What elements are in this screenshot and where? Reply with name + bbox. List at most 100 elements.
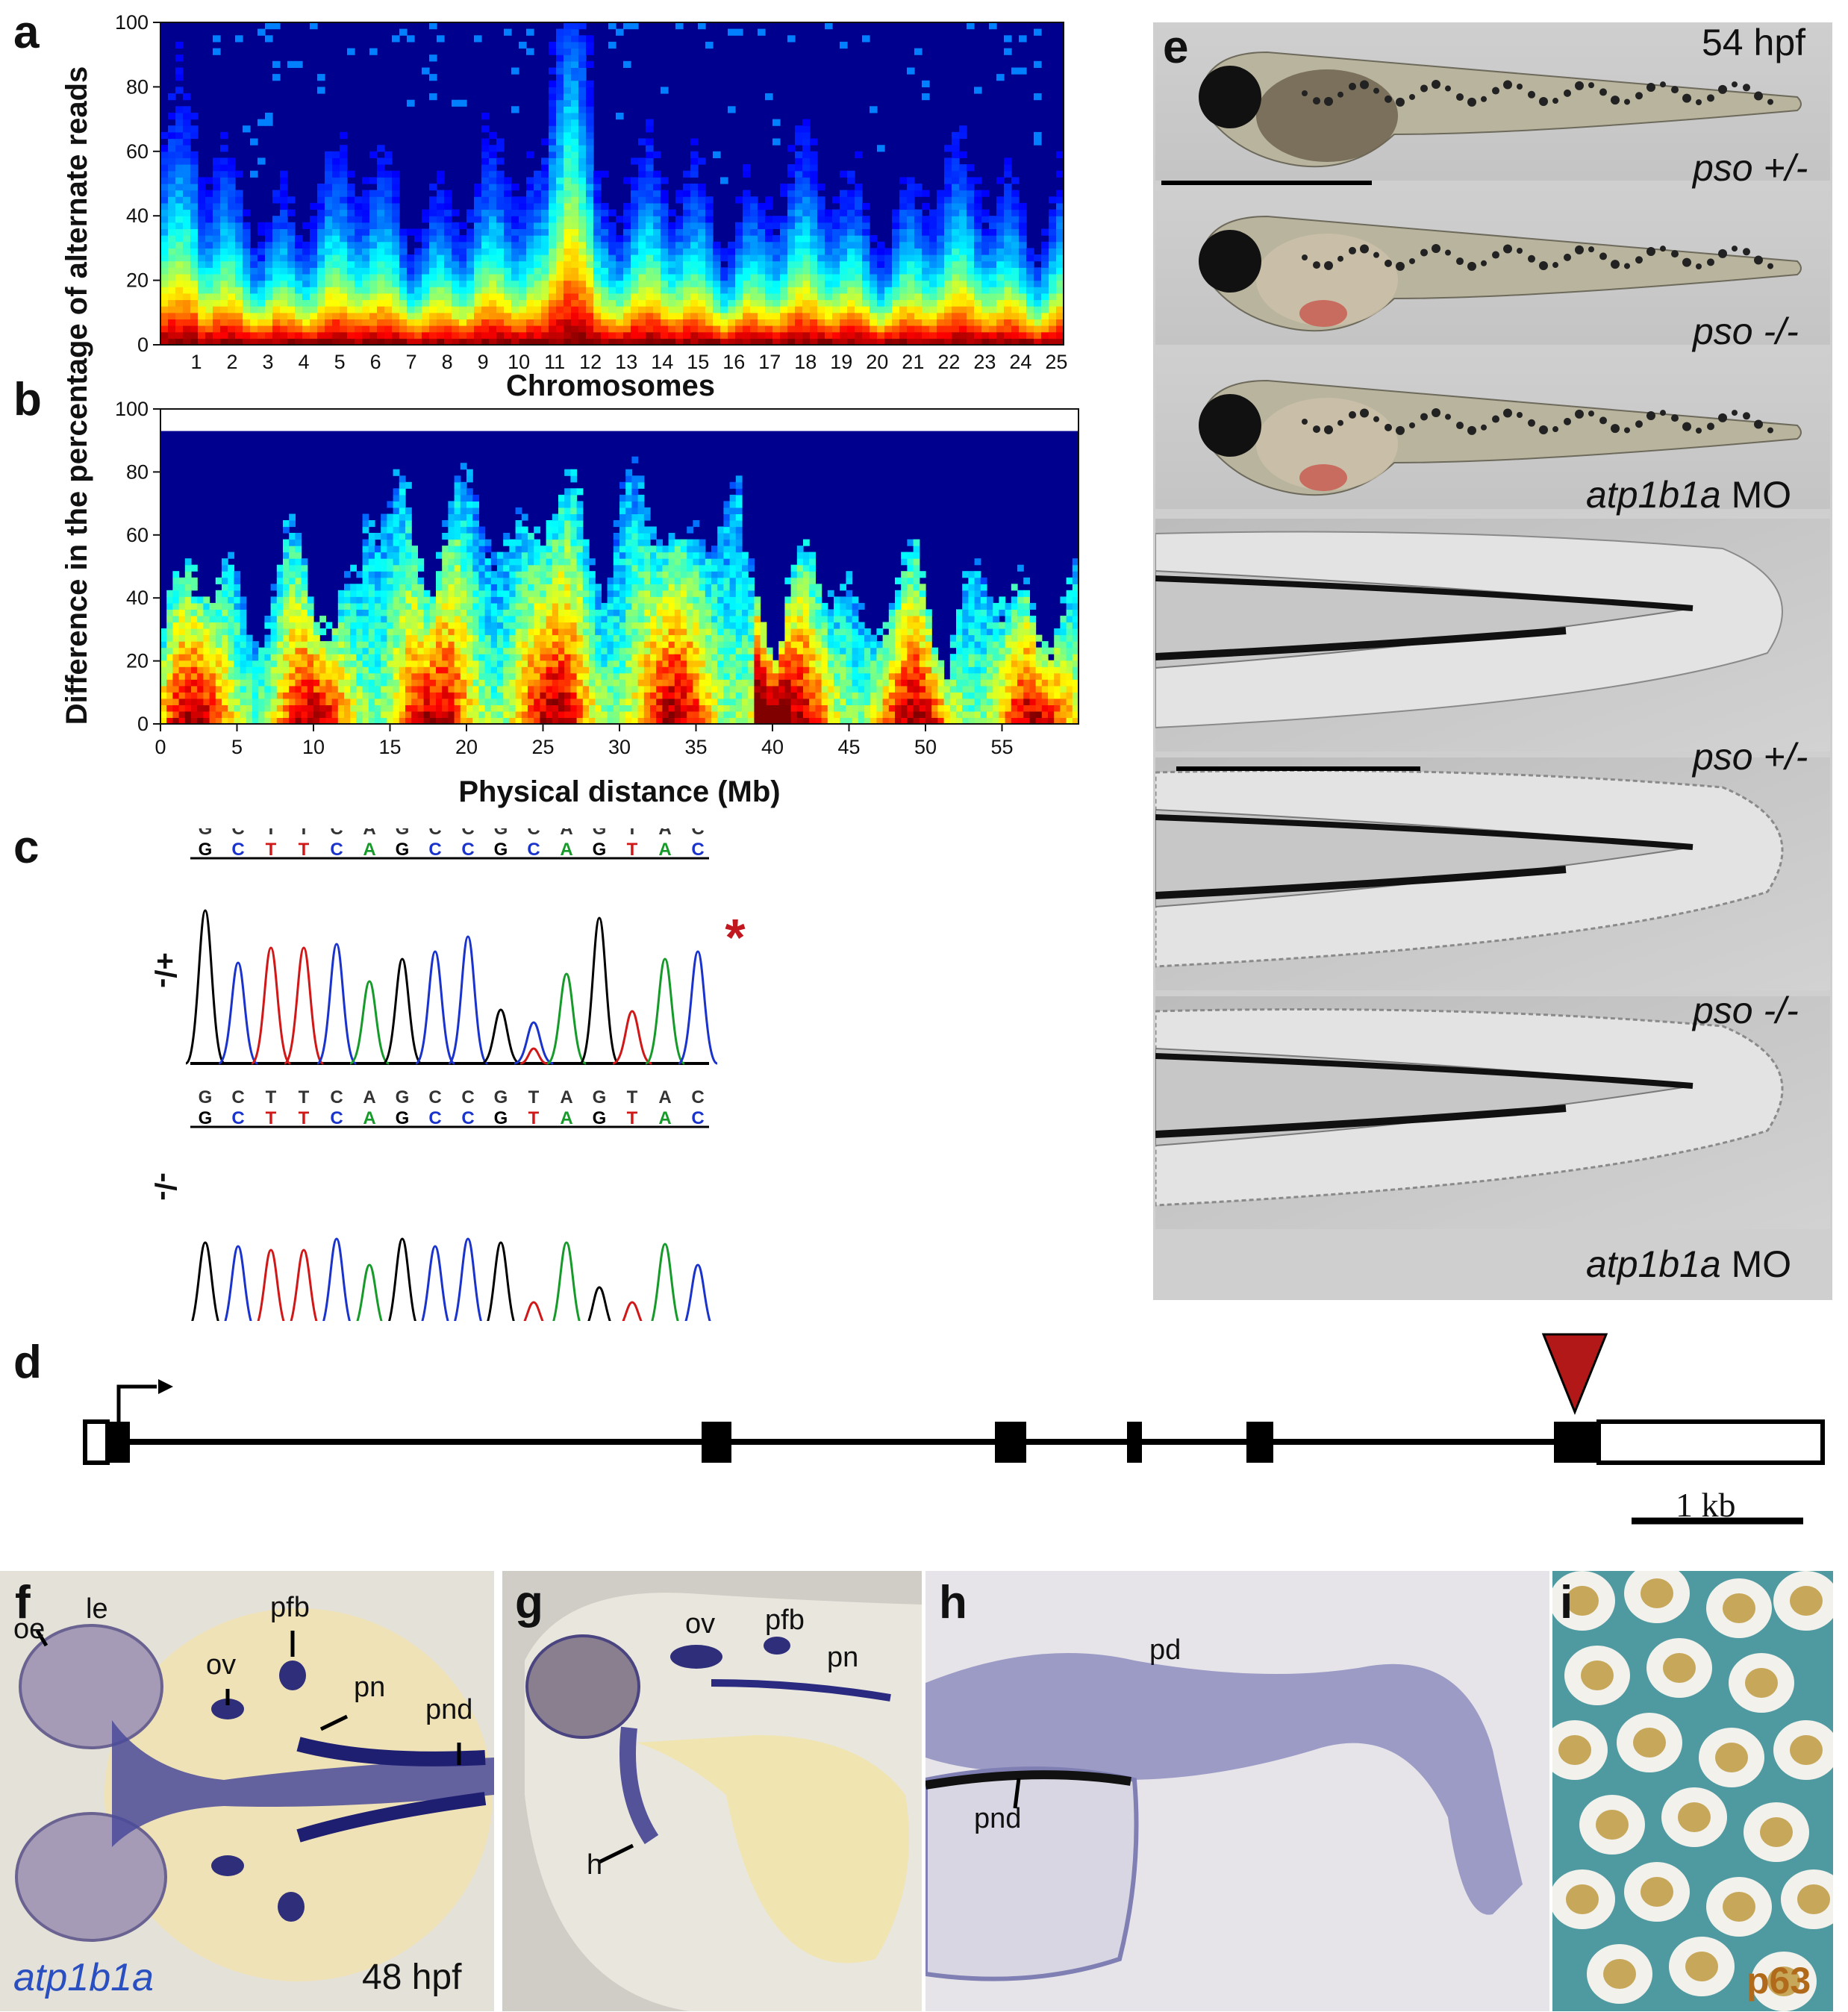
heatmap-a-cell: [631, 190, 639, 197]
heatmap-a-cell: [795, 202, 803, 210]
heatmap-a-cell: [549, 293, 557, 301]
heatmap-b-cell: [454, 685, 461, 693]
heatmap-a-cell: [190, 331, 199, 339]
heatmap-a-cell: [243, 222, 251, 229]
heatmap-a-cell: [1056, 170, 1064, 178]
heatmap-b-cell: [460, 488, 467, 496]
heatmap-a-cell: [690, 151, 699, 158]
heatmap-a-cell: [511, 331, 519, 339]
heatmap-a-cell: [213, 331, 221, 339]
heatmap-b-cell: [509, 666, 516, 674]
heatmap-b-cell: [258, 679, 265, 687]
heatmap-a-cell: [317, 254, 325, 262]
heatmap-a-cell: [929, 235, 937, 243]
heatmap-a-cell: [496, 170, 505, 178]
heatmap-b-cell: [528, 647, 534, 654]
heatmap-b-cell: [503, 704, 510, 712]
heatmap-b-cell: [381, 672, 387, 680]
heatmap-a-cell: [571, 119, 579, 126]
heatmap-b-cell: [319, 672, 326, 680]
heatmap-b-cell: [411, 704, 418, 712]
heatmap-a-cell: [653, 190, 661, 197]
heatmap-a-cell: [981, 254, 990, 262]
heatmap-a-cell: [1056, 190, 1064, 197]
heatmap-a-cell: [287, 293, 296, 301]
heatmap-a-cell: [399, 274, 408, 281]
heatmap-a-cell: [1011, 190, 1020, 197]
heatmap-b-cell: [356, 685, 363, 693]
heatmap-a-cell: [257, 274, 266, 281]
heatmap-a-cell: [280, 235, 288, 243]
heatmap-b-cell: [246, 717, 253, 725]
heatmap-b-cell: [222, 679, 228, 687]
heatmap-a-cell: [586, 312, 594, 319]
heatmap-a-cell: [877, 293, 885, 301]
heatmap-a-cell: [601, 280, 609, 287]
heatmap-a-cell: [1011, 202, 1020, 210]
heatmap-a-cell: [228, 228, 236, 236]
heatmap-a-cell: [377, 319, 385, 326]
heatmap-a-cell: [683, 299, 691, 307]
heatmap-b-cell: [423, 641, 431, 649]
heatmap-a-cell: [302, 287, 310, 294]
heatmap-a-cell: [564, 260, 572, 268]
heatmap-a-cell: [638, 267, 646, 275]
heatmap-a-cell: [840, 274, 848, 281]
heatmap-b-cell: [295, 596, 302, 604]
heatmap-b-cell: [503, 590, 510, 597]
heatmap-a-cell: [698, 254, 706, 262]
heatmap-b-cell: [405, 552, 412, 559]
heatmap-a-cell: [317, 325, 325, 333]
heatmap-a-cell: [474, 260, 482, 268]
heatmap-a-cell: [474, 299, 482, 307]
heatmap-b-cell: [276, 692, 284, 699]
heatmap-a-cell: [377, 190, 385, 197]
heatmap-a-cell: [384, 184, 393, 191]
heatmap-b-cell: [289, 622, 296, 629]
heatmap-b-cell: [405, 584, 412, 591]
heatmap-b-cell: [240, 647, 247, 654]
heatmap-a-cell: [877, 325, 885, 333]
heatmap-a-cell: [608, 312, 616, 319]
heatmap-a-cell: [646, 145, 654, 152]
heatmap-a-cell: [325, 202, 333, 210]
heatmap-b-cell: [564, 590, 571, 597]
heatmap-b-cell: [264, 660, 272, 667]
heatmap-a-cell: [564, 113, 572, 120]
heatmap-a-cell: [1026, 319, 1034, 326]
heatmap-a-cell: [549, 119, 557, 126]
heatmap-a-cell: [399, 228, 408, 236]
heatmap-a-cell: [295, 306, 303, 313]
heatmap-b-cell: [466, 488, 473, 496]
heatmap-a-cell: [735, 235, 743, 243]
heatmap-a-cell: [564, 164, 572, 172]
heatmap-b-cell: [344, 596, 351, 604]
heatmap-b-cell: [301, 558, 308, 566]
heatmap-a-cell: [175, 119, 184, 126]
heatmap-b-cell: [534, 584, 540, 591]
heatmap-a-cell: [698, 202, 706, 210]
heatmap-b-cell: [160, 685, 167, 693]
heatmap-a-cell: [504, 267, 512, 275]
heatmap-a-cell: [996, 202, 1005, 210]
heatmap-a-cell: [937, 287, 945, 294]
heatmap-b-cell: [228, 616, 234, 623]
heatmap-b-cell: [350, 672, 357, 680]
heatmap-b-cell: [442, 602, 449, 610]
heatmap-a-cell: [683, 170, 691, 178]
heatmap-b-cell: [478, 685, 486, 693]
heatmap-a-cell: [362, 299, 370, 307]
heatmap-a-cell: [616, 338, 624, 346]
heatmap-a-cell: [243, 228, 251, 236]
heatmap-a-cell: [280, 306, 288, 313]
heatmap-b-cell: [460, 590, 467, 597]
heatmap-a-cell: [631, 248, 639, 255]
heatmap-a-cell: [735, 28, 743, 36]
heatmap-b-cell: [283, 654, 290, 661]
heatmap-a-cell: [459, 267, 467, 275]
heatmap-a-cell: [720, 299, 728, 307]
heatmap-a-cell: [168, 325, 176, 333]
heatmap-b-cell: [381, 558, 387, 566]
heatmap-b-cell: [521, 634, 528, 642]
heatmap-a-cell: [504, 222, 512, 229]
